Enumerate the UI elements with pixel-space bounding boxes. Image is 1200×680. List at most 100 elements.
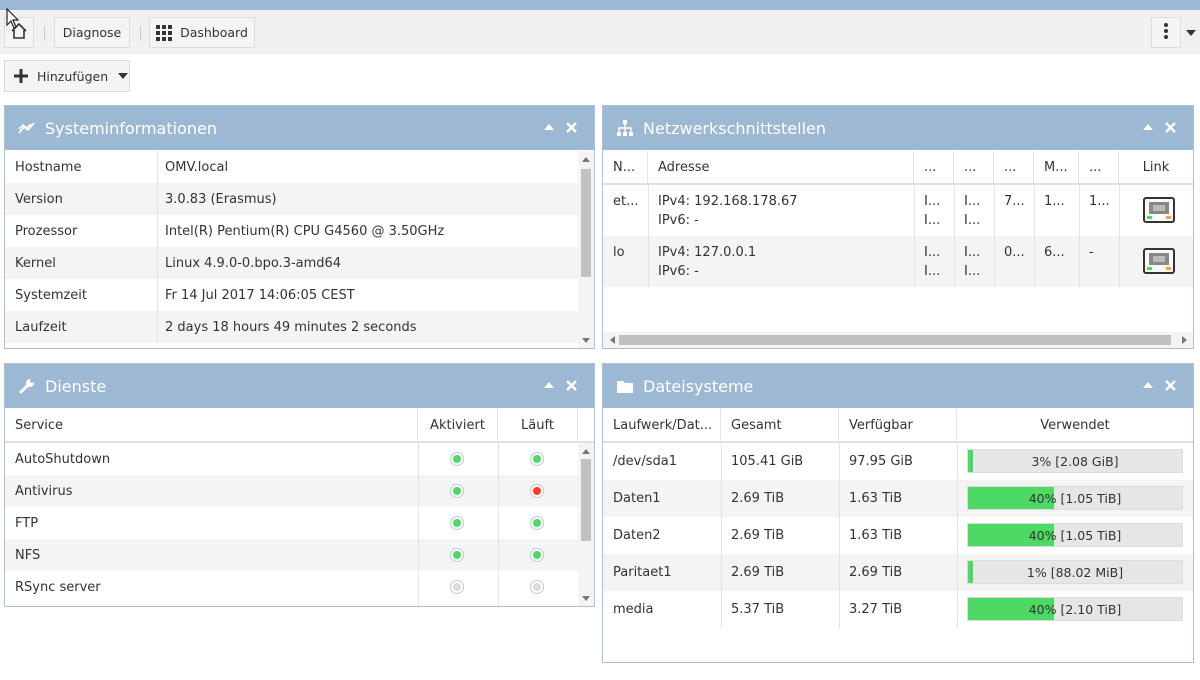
collapse-icon[interactable] <box>1140 118 1156 136</box>
service-name: RSync server <box>15 579 101 595</box>
truncated-value: I... <box>924 193 941 209</box>
column-header[interactable]: Link <box>1142 159 1170 175</box>
scroll-down-icon[interactable] <box>581 593 591 603</box>
close-icon[interactable] <box>563 376 579 394</box>
divider <box>157 151 158 183</box>
truncated-value: 7... <box>1004 193 1025 209</box>
horizontal-scrollbar[interactable] <box>603 332 1193 348</box>
table-row[interactable]: FTP <box>5 507 578 539</box>
total-size: 2.69 TiB <box>731 491 785 506</box>
column-header[interactable]: Verwendet <box>1040 417 1110 433</box>
table-row[interactable]: AutoShutdown <box>5 443 578 475</box>
vertical-scrollbar[interactable] <box>578 151 594 348</box>
ethernet-port-icon <box>1143 197 1175 223</box>
divider <box>957 443 958 628</box>
scroll-up-icon[interactable] <box>581 446 591 456</box>
divider <box>1079 185 1080 287</box>
add-button[interactable]: Hinzufügen <box>4 60 130 92</box>
table-row[interactable]: Antivirus <box>5 475 578 507</box>
service-name: Antivirus <box>15 483 73 499</box>
add-label: Hinzufügen <box>37 68 109 84</box>
close-icon[interactable] <box>1162 118 1178 136</box>
list-item: Laufzeit 2 days 18 hours 49 minutes 2 sec… <box>5 311 578 343</box>
column-header[interactable]: Verfügbar <box>839 409 957 441</box>
dashboard-button[interactable]: Dashboard <box>149 17 255 48</box>
scroll-left-icon[interactable] <box>607 335 617 345</box>
column-header[interactable]: Adresse <box>648 151 914 183</box>
services-list: AutoShutdown Antivirus FTP NFS RSync ser… <box>5 443 578 606</box>
info-value: Linux 4.9.0-0.bpo.3-amd64 <box>165 255 342 271</box>
network-icon <box>615 118 635 138</box>
collapse-icon[interactable] <box>541 376 557 394</box>
table-row[interactable]: Daten1 2.69 TiB 1.63 TiB 40% [1.05 TiB] <box>603 480 1193 517</box>
column-header[interactable]: ... <box>914 151 954 183</box>
divider <box>498 443 499 606</box>
scrollbar-thumb[interactable] <box>581 169 591 277</box>
service-name: FTP <box>15 515 39 531</box>
dashboard-label: Dashboard <box>180 25 248 40</box>
truncated-value: I... <box>964 244 981 260</box>
column-header[interactable]: ... <box>1079 151 1119 183</box>
ipv6-address: IPv6: - <box>658 212 699 228</box>
column-header[interactable]: Service <box>5 409 418 441</box>
table-row[interactable]: /dev/sda1 105.41 GiB 97.95 GiB 3% [2.08 GiB… <box>603 443 1193 480</box>
available-size: 1.63 TiB <box>849 528 903 543</box>
usage-progress-bar: 40% [1.05 TiB] <box>967 486 1183 510</box>
divider <box>157 311 158 343</box>
scroll-right-icon[interactable] <box>1179 335 1189 345</box>
close-icon[interactable] <box>1162 376 1178 394</box>
usage-progress-fill <box>968 487 1054 509</box>
available-size: 97.95 GiB <box>849 454 913 469</box>
info-value: Intel(R) Pentium(R) CPU G4560 @ 3.50GHz <box>165 223 445 239</box>
column-header[interactable]: ... <box>994 151 1034 183</box>
scrollbar-thumb[interactable] <box>619 335 1171 345</box>
scroll-down-icon[interactable] <box>581 335 591 345</box>
usage-label: 1% [88.02 MiB] <box>1026 564 1124 580</box>
network-interfaces-panel: Netzwerkschnittstellen N... Adresse ... … <box>602 105 1194 349</box>
table-row[interactable]: media 5.37 TiB 3.27 TiB 40% [2.10 TiB] <box>603 591 1193 628</box>
more-menu-button[interactable] <box>1151 17 1181 48</box>
column-header[interactable]: Laufwerk/Dat... <box>603 409 721 441</box>
divider <box>157 215 158 247</box>
column-header[interactable]: Gesamt <box>721 409 839 441</box>
column-header[interactable]: M... <box>1034 151 1079 183</box>
panel-header: Dienste <box>5 364 594 408</box>
scrollbar-thumb[interactable] <box>581 459 591 541</box>
services-panel: Dienste Service Aktiviert Läuft AutoShut… <box>4 363 595 607</box>
vertical-scrollbar[interactable] <box>578 443 594 606</box>
column-header[interactable]: N... <box>603 151 648 183</box>
top-accent-strip <box>0 0 1200 10</box>
usage-progress-fill <box>968 561 973 583</box>
usage-progress-bar: 40% [2.10 TiB] <box>967 597 1183 621</box>
service-name: NFS <box>15 547 41 563</box>
table-row[interactable]: et... IPv4: 192.168.178.67 IPv6: - I... … <box>603 185 1193 236</box>
truncated-value: I... <box>964 193 981 209</box>
column-header[interactable]: Aktiviert <box>418 409 498 441</box>
chart-line-icon <box>17 118 37 138</box>
filesystems-panel: Dateisysteme Laufwerk/Dat... Gesamt Verf… <box>602 363 1194 663</box>
device-name: Daten1 <box>613 491 661 506</box>
available-size: 3.27 TiB <box>849 602 903 617</box>
available-size: 1.63 TiB <box>849 491 903 506</box>
scroll-up-icon[interactable] <box>581 154 591 164</box>
plus-icon <box>13 68 29 84</box>
status-indicator <box>530 484 544 498</box>
table-row[interactable]: RSync server <box>5 571 578 603</box>
more-vertical-icon <box>1163 22 1169 43</box>
table-row[interactable]: Daten2 2.69 TiB 1.63 TiB 40% [1.05 TiB] <box>603 517 1193 554</box>
collapse-icon[interactable] <box>1140 376 1156 394</box>
home-icon <box>10 22 28 43</box>
close-icon[interactable] <box>563 118 579 136</box>
diagnose-button[interactable]: Diagnose <box>54 17 130 48</box>
chevron-down-icon[interactable] <box>1184 26 1198 40</box>
info-key: Laufzeit <box>15 319 67 335</box>
table-row[interactable]: lo IPv4: 127.0.0.1 IPv6: - I... I... I..… <box>603 236 1193 287</box>
table-row[interactable]: NFS <box>5 539 578 571</box>
collapse-icon[interactable] <box>541 118 557 136</box>
column-header[interactable]: ... <box>954 151 994 183</box>
truncated-value: - <box>1089 244 1094 260</box>
divider <box>648 185 649 287</box>
interface-name: et... <box>613 193 639 209</box>
column-header[interactable]: Läuft <box>498 409 578 441</box>
table-row[interactable]: Paritaet1 2.69 TiB 2.69 TiB 1% [88.02 MiB] <box>603 554 1193 591</box>
